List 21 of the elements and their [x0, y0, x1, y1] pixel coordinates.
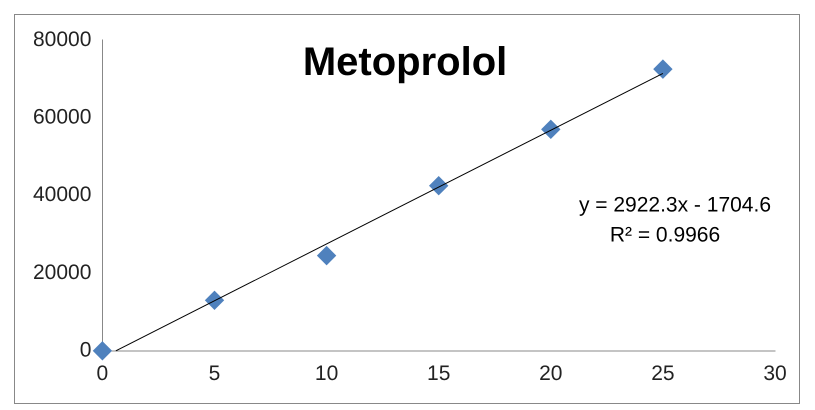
x-tick-label: 20	[539, 362, 562, 386]
chart-title: Metoprolol	[302, 40, 508, 84]
y-tick-label: 40000	[32, 183, 92, 206]
point	[541, 120, 560, 139]
y-tick-label: 20000	[32, 260, 92, 284]
point	[653, 60, 672, 79]
x-tick-label: 0	[96, 362, 108, 386]
y-tick-label: 60000	[32, 105, 92, 128]
x-tick-label: 25	[651, 362, 675, 386]
x-tick-label: 15	[427, 362, 450, 386]
point	[317, 246, 336, 266]
point	[92, 341, 112, 360]
x-tick-label: 5	[208, 362, 220, 386]
point	[204, 290, 224, 310]
y-tick-label: 80000	[32, 28, 92, 51]
y-tick-label: 0	[80, 338, 92, 362]
annotation: y = 2922.3x - 1704.6	[578, 194, 771, 217]
x-tick-label: 30	[763, 362, 787, 386]
point	[429, 176, 448, 196]
x-tick-label: 10	[314, 362, 338, 386]
annotation: R² = 0.9966	[610, 224, 720, 247]
